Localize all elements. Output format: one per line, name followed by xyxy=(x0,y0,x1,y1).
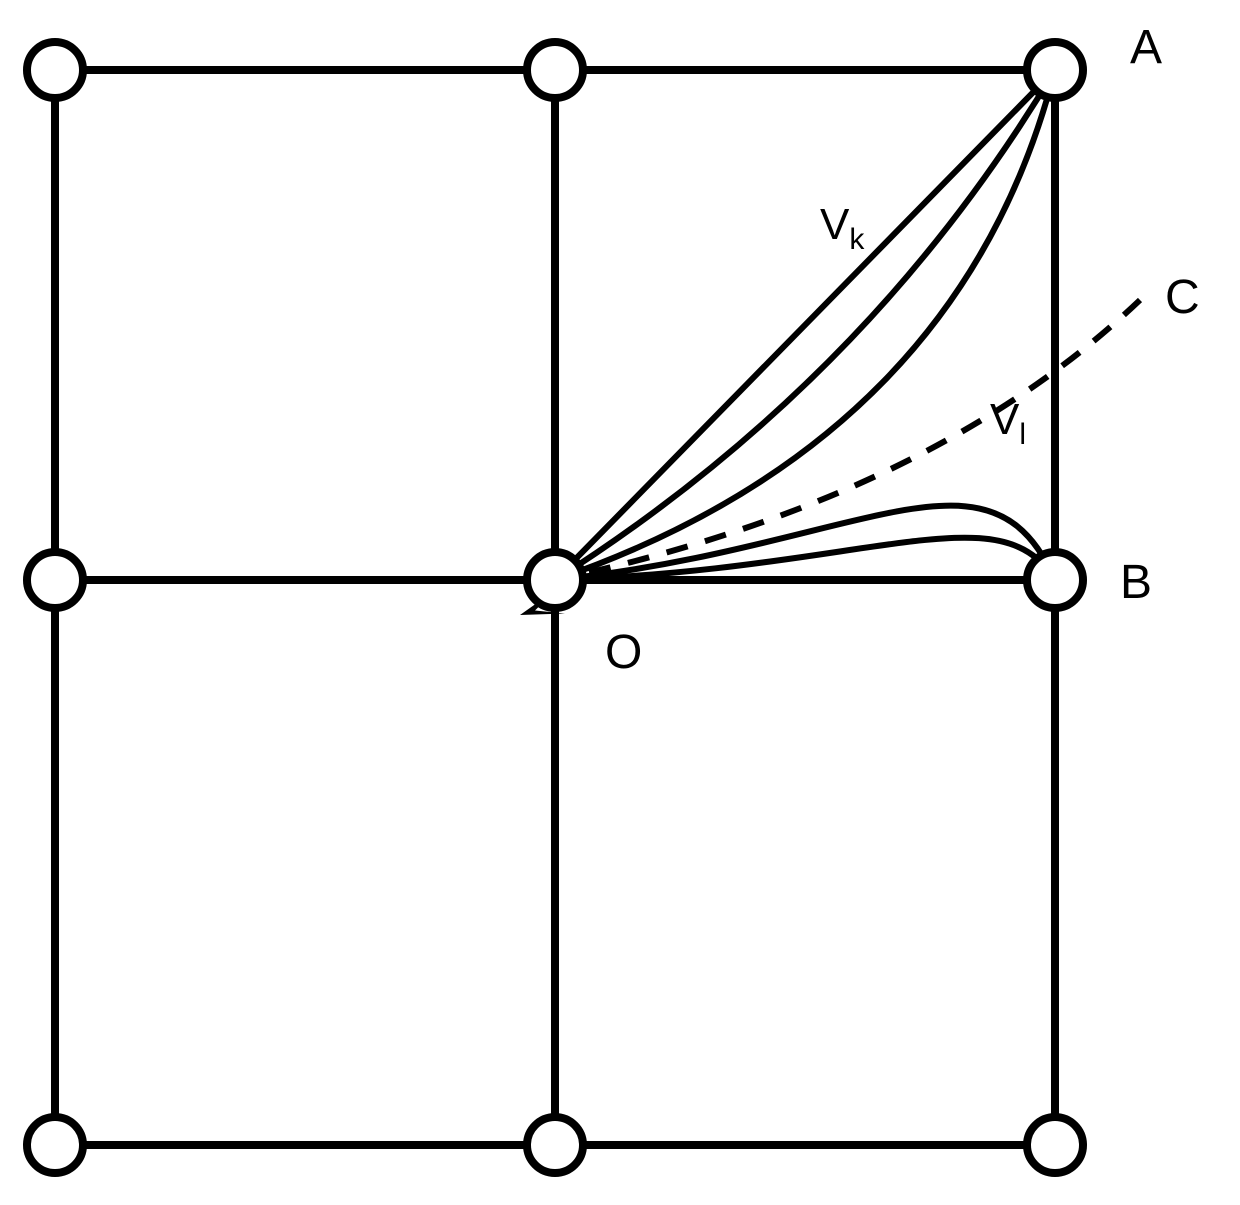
label-Vl-main: V xyxy=(990,395,1019,444)
label-Vk-sub: k xyxy=(849,223,864,256)
diagram-svg xyxy=(0,0,1240,1205)
label-A: A xyxy=(1130,20,1162,75)
label-Vl: Vl xyxy=(990,395,1026,452)
label-B: B xyxy=(1120,555,1152,610)
label-Vk-main: V xyxy=(820,200,849,249)
label-C: C xyxy=(1165,270,1200,325)
label-O: O xyxy=(605,625,642,680)
label-Vl-sub: l xyxy=(1019,418,1026,451)
diagram-canvas: A C B O Vk Vl xyxy=(0,0,1240,1205)
label-Vk: Vk xyxy=(820,200,864,257)
